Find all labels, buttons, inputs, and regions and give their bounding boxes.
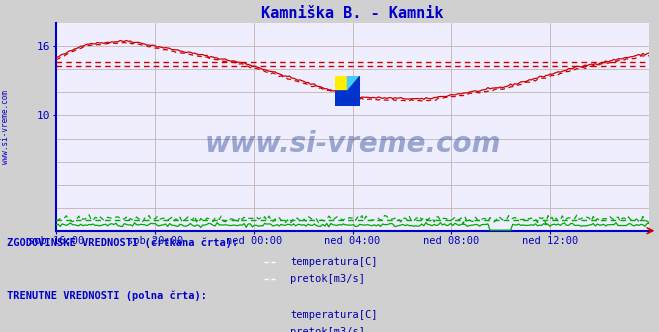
- Bar: [347, 76, 360, 91]
- Polygon shape: [335, 76, 360, 91]
- Text: www.si-vreme.com: www.si-vreme.com: [204, 129, 501, 158]
- Text: temperatura[C]: temperatura[C]: [290, 310, 378, 320]
- Text: pretok[m3/s]: pretok[m3/s]: [290, 327, 365, 332]
- Bar: [335, 91, 360, 106]
- Text: ZGODOVINSKE VREDNOSTI (črtkana črta):: ZGODOVINSKE VREDNOSTI (črtkana črta):: [7, 237, 238, 248]
- Text: pretok[m3/s]: pretok[m3/s]: [290, 274, 365, 284]
- Bar: [335, 76, 347, 91]
- Text: www.si-vreme.com: www.si-vreme.com: [1, 90, 10, 164]
- Text: TRENUTNE VREDNOSTI (polna črta):: TRENUTNE VREDNOSTI (polna črta):: [7, 290, 206, 301]
- Title: Kamniška B. - Kamnik: Kamniška B. - Kamnik: [262, 6, 444, 21]
- Text: temperatura[C]: temperatura[C]: [290, 257, 378, 267]
